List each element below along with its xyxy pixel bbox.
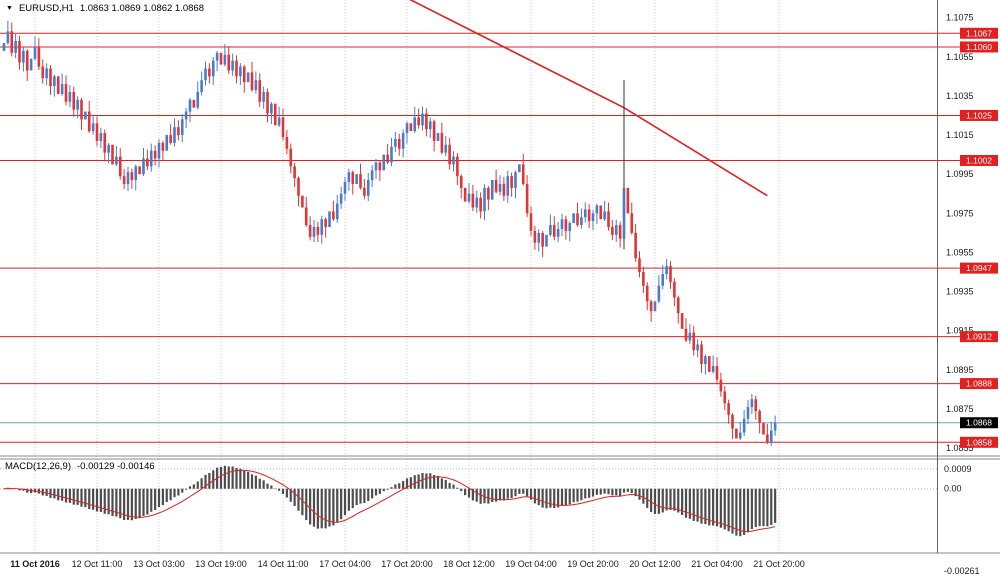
svg-text:1.0947: 1.0947 xyxy=(966,263,992,273)
svg-text:13 Oct 19:00: 13 Oct 19:00 xyxy=(195,559,247,569)
svg-text:1.1055: 1.1055 xyxy=(946,52,974,62)
svg-text:1.0995: 1.0995 xyxy=(946,169,974,179)
svg-text:0.0009: 0.0009 xyxy=(944,464,972,474)
svg-text:20 Oct 12:00: 20 Oct 12:00 xyxy=(629,559,681,569)
svg-text:19 Oct 20:00: 19 Oct 20:00 xyxy=(567,559,619,569)
svg-text:-0.00261: -0.00261 xyxy=(944,566,980,576)
svg-text:1.1060: 1.1060 xyxy=(966,42,992,52)
price-level-lines xyxy=(0,32,960,443)
svg-text:21 Oct 04:00: 21 Oct 04:00 xyxy=(691,559,743,569)
svg-text:1.0855: 1.0855 xyxy=(946,443,974,453)
macd-histogram xyxy=(2,465,777,537)
svg-text:14 Oct 11:00: 14 Oct 11:00 xyxy=(258,559,309,569)
svg-text:1.1035: 1.1035 xyxy=(946,91,974,101)
svg-text:18 Oct 12:00: 18 Oct 12:00 xyxy=(443,559,495,569)
pane-borders xyxy=(0,0,1000,554)
svg-text:19 Oct 04:00: 19 Oct 04:00 xyxy=(505,559,557,569)
svg-text:1.0868: 1.0868 xyxy=(966,418,992,428)
svg-text:1.1075: 1.1075 xyxy=(946,13,974,23)
svg-text:1.1015: 1.1015 xyxy=(946,130,974,140)
macd-values: -0.00129 -0.00146 xyxy=(77,461,155,472)
svg-text:11 Oct 2016: 11 Oct 2016 xyxy=(10,559,60,569)
svg-text:1.0915: 1.0915 xyxy=(946,326,974,336)
trend-line xyxy=(409,0,768,197)
svg-text:17 Oct 04:00: 17 Oct 04:00 xyxy=(319,559,371,569)
macd-axis: 0.0009 0.00 -0.00261 xyxy=(944,464,980,576)
svg-text:1.0875: 1.0875 xyxy=(946,404,974,414)
svg-text:12 Oct 11:00: 12 Oct 11:00 xyxy=(72,559,123,569)
svg-text:0.00: 0.00 xyxy=(944,484,962,494)
ohlc-values: 1.0863 1.0869 1.0862 1.0868 xyxy=(79,3,204,14)
macd-signal-line xyxy=(3,469,776,533)
svg-text:1.0912: 1.0912 xyxy=(966,332,992,342)
macd-indicator-label: MACD(12,26,9) -0.00129 -0.00146 xyxy=(5,461,155,472)
price-level-labels: 1.1067 1.1060 1.1025 1.1002 1.0947 1.0912 1.08… xyxy=(960,27,998,448)
svg-text:1.0935: 1.0935 xyxy=(946,287,974,297)
time-gridlines xyxy=(34,0,780,553)
window-menu-icon: ▼ xyxy=(6,5,13,12)
svg-text:17 Oct 20:00: 17 Oct 20:00 xyxy=(381,559,433,569)
svg-text:1.1025: 1.1025 xyxy=(966,110,992,120)
svg-text:1.1067: 1.1067 xyxy=(966,28,992,38)
svg-text:21 Oct 20:00: 21 Oct 20:00 xyxy=(753,559,805,569)
svg-text:13 Oct 03:00: 13 Oct 03:00 xyxy=(133,559,185,569)
svg-text:1.1002: 1.1002 xyxy=(966,155,992,165)
macd-name: MACD(12,26,9) xyxy=(5,461,71,472)
candlestick-series xyxy=(2,20,777,446)
svg-text:1.0955: 1.0955 xyxy=(946,247,974,257)
chart-header: ▼ EURUSD,H1 1.0863 1.0869 1.0862 1.0868 xyxy=(6,3,204,14)
svg-text:1.0858: 1.0858 xyxy=(966,437,992,447)
svg-text:1.0975: 1.0975 xyxy=(946,208,974,218)
price-axis: 1.1075 1.1055 1.1035 1.1015 1.0995 1.0975 1.09… xyxy=(946,13,974,454)
time-axis: 11 Oct 2016 12 Oct 11:00 13 Oct 03:00 13 Oc… xyxy=(10,559,805,569)
symbol-timeframe-label: EURUSD,H1 xyxy=(18,3,74,14)
svg-text:1.0888: 1.0888 xyxy=(966,379,992,389)
svg-text:1.0895: 1.0895 xyxy=(946,365,974,375)
